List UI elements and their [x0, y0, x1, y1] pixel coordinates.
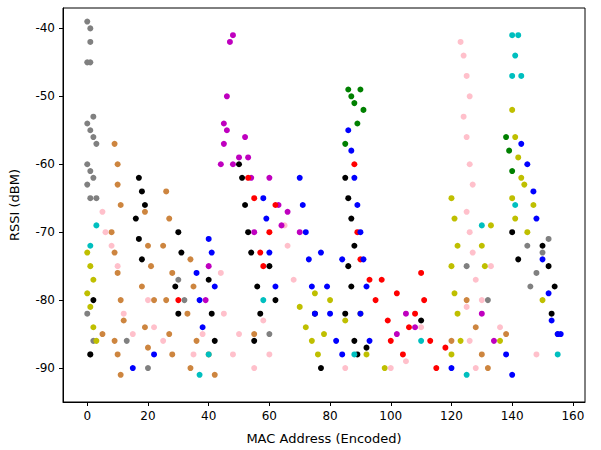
svg-text:20: 20 — [140, 409, 155, 423]
svg-text:140: 140 — [501, 409, 524, 423]
svg-text:MAC Address (Encoded): MAC Address (Encoded) — [246, 431, 401, 446]
svg-text:80: 80 — [322, 409, 337, 423]
svg-text:-60: -60 — [35, 157, 55, 171]
svg-text:100: 100 — [379, 409, 402, 423]
svg-text:-70: -70 — [35, 225, 55, 239]
svg-text:0: 0 — [83, 409, 91, 423]
svg-text:-90: -90 — [35, 361, 55, 375]
svg-text:40: 40 — [201, 409, 216, 423]
svg-text:-80: -80 — [35, 293, 55, 307]
svg-text:-50: -50 — [35, 89, 55, 103]
svg-text:-40: -40 — [35, 21, 55, 35]
svg-text:120: 120 — [440, 409, 463, 423]
svg-text:160: 160 — [561, 409, 584, 423]
svg-text:RSSI (dBM): RSSI (dBM) — [7, 169, 22, 241]
svg-text:60: 60 — [262, 409, 277, 423]
